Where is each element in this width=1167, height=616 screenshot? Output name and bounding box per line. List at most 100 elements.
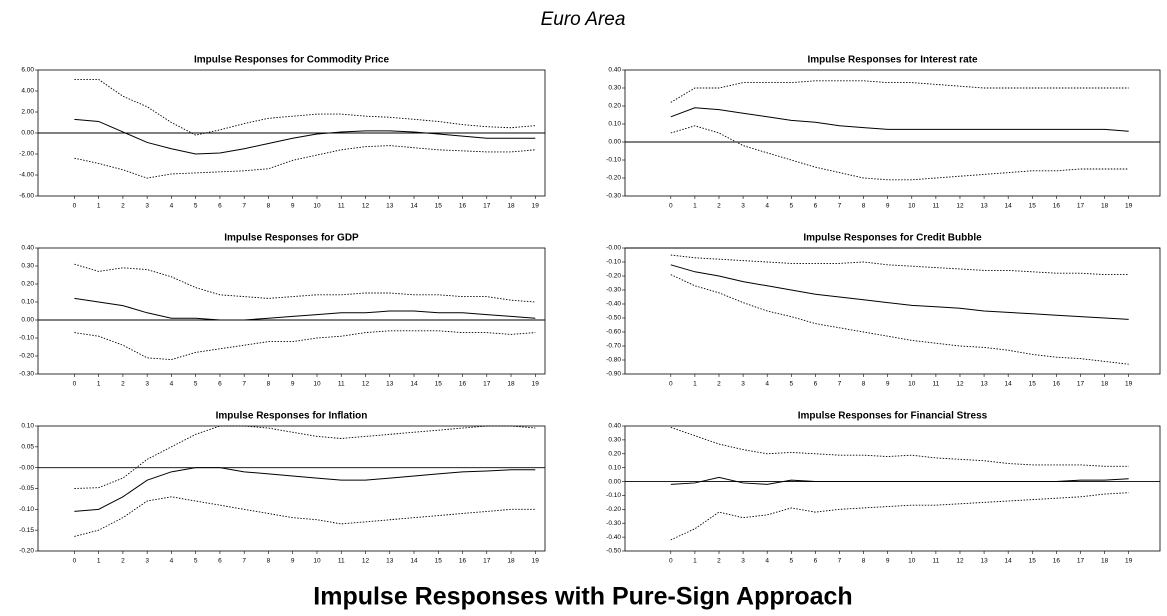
x-tick-label: 4	[765, 203, 769, 210]
x-tick-label: 17	[483, 558, 491, 565]
x-tick-label: 11	[338, 558, 345, 565]
x-tick-label: 6	[814, 203, 818, 210]
y-tick-label: 0.30	[608, 437, 621, 444]
y-tick-label: -0.10	[606, 492, 621, 499]
x-tick-label: 13	[386, 203, 394, 210]
x-tick-label: 10	[908, 558, 916, 565]
y-tick-label: -0.30	[606, 287, 621, 294]
x-tick-label: 8	[862, 558, 866, 565]
x-tick-label: 3	[741, 203, 745, 210]
x-tick-label: 3	[145, 558, 149, 565]
x-tick-label: 19	[1125, 381, 1133, 388]
x-tick-label: 18	[507, 381, 515, 388]
x-tick-label: 13	[386, 381, 394, 388]
x-tick-label: 0	[669, 203, 673, 210]
x-tick-label: 1	[97, 203, 101, 210]
y-tick-label: -0.00	[606, 245, 621, 252]
x-tick-label: 12	[956, 203, 964, 210]
x-tick-label: 17	[1077, 558, 1085, 565]
response-line	[74, 118, 536, 155]
x-tick-label: 12	[362, 381, 370, 388]
y-tick-label: 0.10	[608, 121, 621, 128]
x-tick-label: 16	[1053, 203, 1061, 210]
x-tick-label: 10	[313, 558, 321, 565]
x-tick-label: 5	[789, 203, 793, 210]
y-tick-label: -0.00	[19, 464, 34, 471]
x-tick-label: 3	[741, 381, 745, 388]
y-tick-label: 0.00	[21, 317, 34, 324]
x-tick-label: 7	[242, 203, 246, 210]
x-tick-label: 19	[532, 381, 540, 388]
x-tick-label: 8	[862, 203, 866, 210]
y-tick-label: -0.30	[19, 371, 34, 378]
x-tick-label: 4	[170, 381, 174, 388]
x-tick-label: 6	[814, 381, 818, 388]
x-tick-label: 12	[362, 203, 370, 210]
response-line	[670, 274, 1129, 365]
y-tick-label: -0.50	[606, 548, 621, 555]
y-tick-label: 0.10	[21, 423, 34, 430]
x-tick-label: 14	[410, 203, 418, 210]
y-tick-label: -0.90	[606, 371, 621, 378]
y-tick-label: 0.40	[608, 423, 621, 430]
panel-title: Impulse Responses for Commodity Price	[194, 55, 389, 66]
x-tick-label: 15	[435, 203, 443, 210]
x-tick-label: 7	[838, 381, 842, 388]
x-tick-label: 9	[886, 558, 890, 565]
x-tick-label: 3	[145, 203, 149, 210]
x-tick-label: 12	[956, 381, 964, 388]
x-tick-label: 12	[956, 558, 964, 565]
response-line	[670, 264, 1129, 320]
x-tick-label: 15	[435, 558, 443, 565]
response-line	[670, 254, 1129, 276]
x-tick-label: 9	[886, 203, 890, 210]
y-tick-label: -0.20	[606, 175, 621, 182]
x-tick-label: 17	[1077, 381, 1085, 388]
response-line	[670, 476, 1129, 485]
x-tick-label: 2	[121, 203, 125, 210]
x-tick-label: 19	[1125, 558, 1133, 565]
x-tick-label: 18	[1101, 381, 1109, 388]
response-line	[670, 125, 1129, 181]
y-tick-label: 4.00	[21, 88, 34, 95]
x-tick-label: 1	[693, 381, 697, 388]
figure-title: Euro Area	[541, 9, 626, 30]
response-line	[74, 145, 536, 179]
y-tick-label: -0.20	[606, 273, 621, 280]
response-line	[74, 467, 536, 512]
x-tick-label: 8	[862, 381, 866, 388]
x-tick-label: 14	[1005, 558, 1013, 565]
x-tick-label: 3	[741, 558, 745, 565]
panel-title: Impulse Responses for Financial Stress	[798, 411, 988, 422]
y-tick-label: 6.00	[21, 67, 34, 74]
y-tick-label: -0.20	[19, 353, 34, 360]
response-line	[74, 263, 536, 303]
y-tick-label: -0.20	[606, 506, 621, 513]
x-tick-label: 11	[338, 381, 345, 388]
x-tick-label: 15	[1029, 558, 1037, 565]
response-line	[74, 425, 536, 489]
x-tick-label: 16	[459, 203, 467, 210]
x-tick-label: 1	[693, 203, 697, 210]
x-tick-label: 0	[73, 558, 77, 565]
y-tick-label: -0.70	[606, 343, 621, 350]
x-tick-label: 13	[980, 558, 988, 565]
x-tick-label: 3	[145, 381, 149, 388]
x-tick-label: 5	[194, 381, 198, 388]
x-tick-label: 14	[1005, 203, 1013, 210]
x-tick-label: 0	[669, 558, 673, 565]
x-tick-label: 6	[814, 558, 818, 565]
plot-frame	[624, 247, 1161, 375]
figure-caption: Impulse Responses with Pure-Sign Approac…	[313, 583, 852, 611]
x-tick-label: 9	[886, 381, 890, 388]
x-tick-label: 1	[97, 381, 101, 388]
plot-frame	[37, 425, 546, 552]
x-tick-label: 7	[242, 558, 246, 565]
y-tick-label: -0.40	[606, 534, 621, 541]
x-tick-label: 4	[170, 203, 174, 210]
x-tick-label: 11	[933, 203, 940, 210]
response-line	[670, 107, 1129, 132]
response-line	[74, 496, 536, 537]
x-tick-label: 9	[291, 203, 295, 210]
y-tick-label: -6.00	[19, 193, 34, 200]
